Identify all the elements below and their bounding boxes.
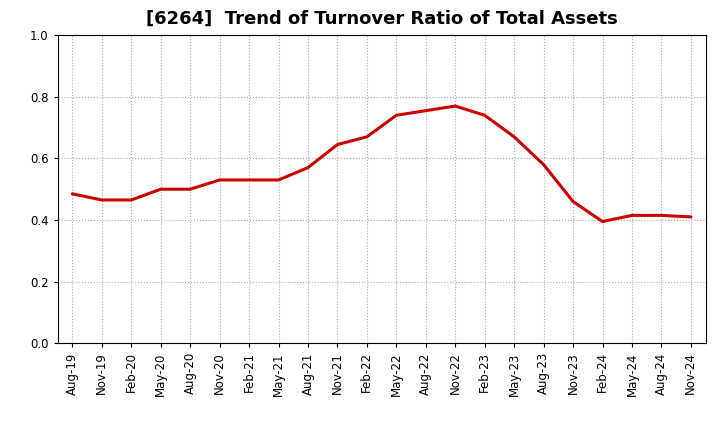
Title: [6264]  Trend of Turnover Ratio of Total Assets: [6264] Trend of Turnover Ratio of Total … [145,10,618,28]
